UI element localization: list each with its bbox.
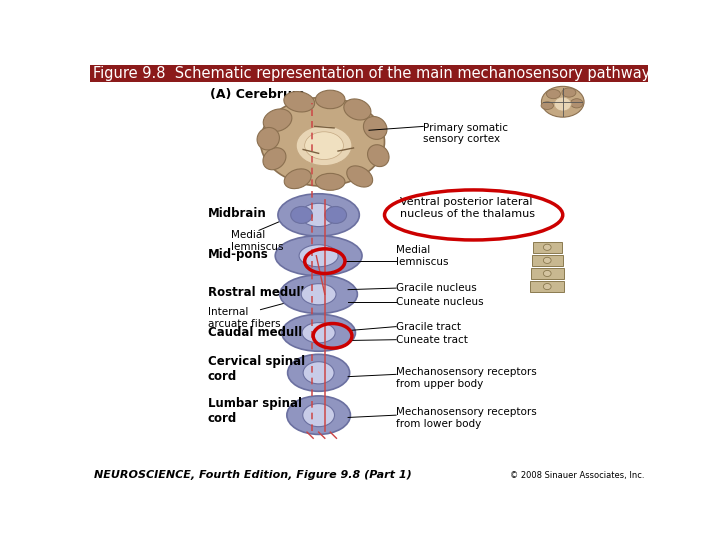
Ellipse shape	[544, 244, 551, 251]
Text: NEUROSCIENCE, Fourth Edition, Figure 9.8 (Part 1): NEUROSCIENCE, Fourth Edition, Figure 9.8…	[94, 470, 412, 480]
Ellipse shape	[257, 127, 279, 150]
Text: Midbrain: Midbrain	[208, 207, 266, 220]
Text: Cervical spinal
cord: Cervical spinal cord	[208, 355, 305, 383]
Text: Internal
arcuate fibers: Internal arcuate fibers	[208, 307, 280, 329]
Ellipse shape	[296, 126, 352, 166]
Text: Rostral medulla: Rostral medulla	[208, 286, 312, 299]
Ellipse shape	[302, 322, 336, 343]
Ellipse shape	[546, 90, 560, 99]
Ellipse shape	[303, 362, 334, 384]
Ellipse shape	[344, 99, 371, 120]
Text: Primary somatic
sensory cortex: Primary somatic sensory cortex	[423, 123, 508, 144]
Text: © 2008 Sinauer Associates, Inc.: © 2008 Sinauer Associates, Inc.	[510, 471, 644, 480]
Ellipse shape	[570, 99, 583, 108]
Text: Medial
lemniscus: Medial lemniscus	[396, 245, 449, 267]
Text: Gracile nucleus: Gracile nucleus	[396, 283, 477, 293]
Text: Mechanosensory receptors
from lower body: Mechanosensory receptors from lower body	[396, 408, 537, 429]
Bar	[533, 242, 562, 253]
Ellipse shape	[301, 284, 336, 305]
Ellipse shape	[325, 206, 346, 224]
Text: Medial
lemniscus: Medial lemniscus	[231, 231, 284, 252]
Ellipse shape	[554, 97, 571, 111]
Text: Gracile tract: Gracile tract	[396, 322, 461, 332]
Ellipse shape	[367, 145, 389, 167]
Bar	[531, 268, 564, 279]
Text: (A) Cerebrum: (A) Cerebrum	[210, 87, 305, 100]
Text: Lumbar spinal
cord: Lumbar spinal cord	[208, 397, 302, 426]
Ellipse shape	[284, 169, 311, 188]
Ellipse shape	[544, 257, 551, 264]
Ellipse shape	[544, 284, 551, 289]
Ellipse shape	[347, 166, 373, 187]
Ellipse shape	[315, 90, 345, 109]
Ellipse shape	[364, 117, 387, 139]
Ellipse shape	[275, 236, 362, 276]
Ellipse shape	[287, 396, 351, 434]
Ellipse shape	[541, 86, 584, 117]
Ellipse shape	[562, 88, 576, 97]
Ellipse shape	[544, 271, 551, 276]
Ellipse shape	[299, 245, 338, 267]
Ellipse shape	[302, 403, 335, 427]
Bar	[90, 65, 648, 82]
Ellipse shape	[280, 275, 357, 314]
Ellipse shape	[284, 92, 315, 112]
Ellipse shape	[287, 354, 350, 392]
Text: Cuneate nucleus: Cuneate nucleus	[396, 297, 484, 307]
Ellipse shape	[541, 102, 554, 110]
Text: Caudal medulla: Caudal medulla	[208, 326, 310, 339]
Text: Figure 9.8  Schematic representation of the main mechanosensory pathways (Part 1: Figure 9.8 Schematic representation of t…	[93, 66, 717, 81]
Ellipse shape	[300, 203, 337, 227]
Text: Cuneate tract: Cuneate tract	[396, 335, 468, 345]
Ellipse shape	[263, 148, 286, 170]
Bar	[532, 255, 563, 266]
Ellipse shape	[278, 194, 359, 236]
Text: Mechanosensory receptors
from upper body: Mechanosensory receptors from upper body	[396, 367, 537, 389]
Text: Ventral posterior lateral
nucleus of the thalamus: Ventral posterior lateral nucleus of the…	[400, 197, 535, 219]
Ellipse shape	[315, 173, 345, 190]
Ellipse shape	[305, 132, 343, 159]
Ellipse shape	[261, 98, 384, 186]
Ellipse shape	[282, 314, 356, 351]
Ellipse shape	[291, 206, 312, 224]
Bar	[530, 281, 564, 292]
Text: Mid-pons: Mid-pons	[208, 248, 269, 261]
Ellipse shape	[264, 109, 292, 132]
